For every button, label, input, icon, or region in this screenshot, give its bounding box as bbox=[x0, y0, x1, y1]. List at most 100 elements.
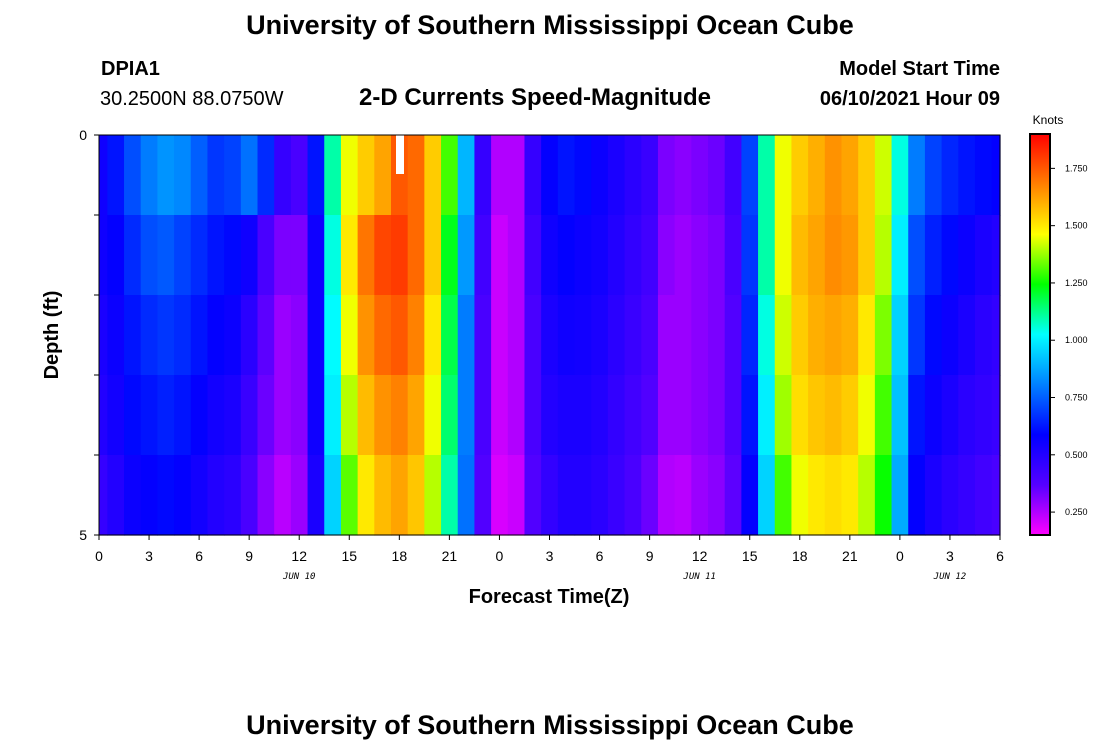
heatmap-cell bbox=[290, 375, 309, 456]
heatmap-cell bbox=[340, 295, 359, 376]
x-tick-label: 21 bbox=[842, 548, 858, 564]
heatmap-cell bbox=[407, 455, 425, 536]
heatmap-cell bbox=[574, 135, 592, 216]
heatmap-cell bbox=[708, 455, 726, 536]
heatmap-cell bbox=[174, 135, 192, 216]
heatmap-cell bbox=[691, 215, 709, 296]
heatmap-cell bbox=[524, 295, 542, 376]
heatmap-cell bbox=[407, 135, 425, 216]
station-id: DPIA1 bbox=[101, 58, 160, 80]
x-tick-label: 18 bbox=[792, 548, 808, 564]
heatmap-cell bbox=[908, 135, 926, 216]
x-tick-label: 0 bbox=[496, 548, 504, 564]
heatmap-cell bbox=[824, 375, 843, 456]
heatmap-cell bbox=[791, 455, 809, 536]
heatmap-cells bbox=[99, 135, 1001, 536]
date-label: JUN 10 bbox=[282, 572, 316, 582]
heatmap-cell bbox=[874, 295, 893, 376]
heatmap-cell bbox=[541, 135, 559, 216]
heatmap-cell bbox=[557, 215, 576, 296]
heatmap-cell bbox=[257, 215, 275, 296]
heatmap-cell bbox=[974, 215, 993, 296]
heatmap-cell bbox=[491, 455, 509, 536]
heatmap-cell bbox=[474, 215, 492, 296]
heatmap-cell bbox=[641, 215, 659, 296]
heatmap-cell bbox=[958, 135, 976, 216]
heatmap-cell bbox=[858, 215, 876, 296]
heatmap-cell bbox=[457, 455, 476, 536]
heatmap-cell bbox=[541, 215, 559, 296]
heatmap-cell bbox=[290, 215, 309, 296]
heatmap-cell bbox=[441, 375, 459, 456]
heatmap-cell bbox=[841, 135, 859, 216]
heatmap-cell bbox=[107, 295, 125, 376]
heatmap-cell bbox=[507, 455, 526, 536]
heatmap-cell bbox=[941, 135, 959, 216]
heatmap-cell bbox=[574, 375, 592, 456]
heatmap-cell bbox=[340, 455, 359, 536]
heatmap-cell bbox=[224, 135, 242, 216]
heatmap-cell bbox=[307, 455, 325, 536]
heatmap-cell bbox=[107, 135, 125, 216]
heatmap-cell bbox=[607, 455, 626, 536]
heatmap-cell bbox=[474, 295, 492, 376]
colorbar bbox=[1029, 133, 1051, 536]
heatmap-cell bbox=[99, 455, 108, 536]
heatmap-cell bbox=[624, 295, 642, 376]
heatmap-cell bbox=[758, 215, 776, 296]
heatmap-cell bbox=[474, 375, 492, 456]
heatmap-cell bbox=[958, 295, 976, 376]
heatmap-cell bbox=[507, 215, 526, 296]
heatmap-cell bbox=[741, 135, 759, 216]
heatmap-cell bbox=[324, 375, 342, 456]
heatmap-cell bbox=[290, 295, 309, 376]
heatmap-cell bbox=[758, 295, 776, 376]
heatmap-cell bbox=[691, 135, 709, 216]
heatmap-cell bbox=[674, 215, 692, 296]
heatmap-cell bbox=[174, 295, 192, 376]
heatmap-cell bbox=[758, 135, 776, 216]
heatmap-cell bbox=[574, 215, 592, 296]
heatmap-cell bbox=[441, 135, 459, 216]
y-tick-label: 5 bbox=[79, 527, 87, 543]
heatmap-cell bbox=[874, 135, 893, 216]
heatmap-cell bbox=[424, 135, 442, 216]
heatmap-cell bbox=[190, 295, 209, 376]
heatmap-cell bbox=[99, 295, 108, 376]
heatmap-cell bbox=[274, 375, 292, 456]
heatmap-cell bbox=[124, 215, 142, 296]
heatmap-cell bbox=[941, 295, 959, 376]
heatmap-cell bbox=[290, 135, 309, 216]
heatmap-cell bbox=[624, 375, 642, 456]
heatmap-cell bbox=[224, 295, 242, 376]
heatmap-cell bbox=[374, 455, 392, 536]
heatmap-cell bbox=[908, 455, 926, 536]
heatmap-cell bbox=[557, 375, 576, 456]
heatmap-cell bbox=[841, 375, 859, 456]
heatmap-cell bbox=[307, 215, 325, 296]
heatmap-cell bbox=[207, 455, 225, 536]
heatmap-cell bbox=[607, 215, 626, 296]
heatmap-cell bbox=[207, 375, 225, 456]
heatmap-cell bbox=[257, 135, 275, 216]
x-tick-label: 9 bbox=[646, 548, 654, 564]
heatmap-cell bbox=[357, 455, 375, 536]
heatmap-cell bbox=[524, 455, 542, 536]
heatmap-cell bbox=[858, 375, 876, 456]
heatmap-cell bbox=[708, 215, 726, 296]
heatmap-cell bbox=[624, 455, 642, 536]
heatmap-cell bbox=[324, 135, 342, 216]
heatmap-cell bbox=[240, 295, 259, 376]
heatmap-cell bbox=[140, 375, 158, 456]
heatmap-cell bbox=[774, 375, 793, 456]
heatmap-cell bbox=[958, 215, 976, 296]
heatmap-cell bbox=[407, 375, 425, 456]
colorbar-unit: Knots bbox=[1033, 113, 1064, 127]
heatmap-cell bbox=[657, 455, 676, 536]
heatmap-cell bbox=[474, 135, 492, 216]
heatmap-cell bbox=[557, 135, 576, 216]
heatmap-cell bbox=[591, 215, 609, 296]
heatmap-cell bbox=[190, 215, 209, 296]
heatmap-cell bbox=[99, 215, 108, 296]
heatmap-cell bbox=[507, 295, 526, 376]
